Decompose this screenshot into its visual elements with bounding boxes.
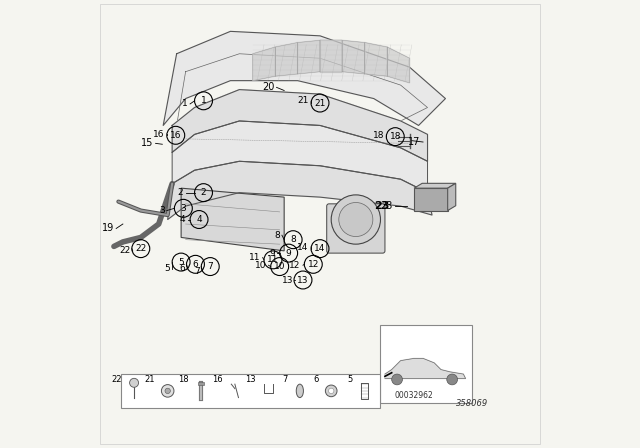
Text: 2: 2	[178, 188, 184, 197]
Polygon shape	[385, 358, 466, 379]
Polygon shape	[275, 43, 298, 76]
Text: 12: 12	[289, 261, 301, 270]
Text: 5: 5	[179, 258, 184, 267]
Polygon shape	[448, 183, 456, 211]
Circle shape	[447, 374, 458, 385]
Bar	[198, 383, 204, 385]
Polygon shape	[387, 47, 410, 83]
Ellipse shape	[296, 384, 303, 398]
Text: 13: 13	[245, 375, 256, 384]
Text: 12: 12	[308, 260, 319, 269]
Text: 17: 17	[408, 137, 421, 147]
Text: 23: 23	[380, 201, 392, 211]
Text: 3: 3	[159, 206, 164, 215]
Circle shape	[165, 388, 170, 394]
Circle shape	[328, 388, 334, 394]
Text: 10: 10	[255, 261, 266, 270]
Text: 14: 14	[314, 244, 326, 253]
Polygon shape	[365, 43, 387, 76]
Text: 5: 5	[164, 264, 170, 273]
Text: 10: 10	[274, 262, 285, 271]
Text: 13: 13	[282, 276, 293, 284]
Text: 9: 9	[269, 249, 275, 258]
Text: 6: 6	[314, 375, 319, 384]
Text: 358069: 358069	[456, 399, 488, 408]
Text: 15: 15	[141, 138, 154, 148]
Text: 8: 8	[291, 235, 296, 244]
Polygon shape	[168, 161, 432, 220]
Text: 22: 22	[111, 375, 122, 384]
Text: 22: 22	[119, 246, 131, 255]
Polygon shape	[320, 40, 342, 72]
Text: 16: 16	[153, 130, 164, 139]
Text: 5: 5	[347, 375, 352, 384]
Text: 1: 1	[201, 96, 206, 105]
Polygon shape	[414, 188, 448, 211]
Text: 19: 19	[102, 224, 114, 233]
Polygon shape	[172, 90, 428, 161]
Text: 7: 7	[207, 262, 213, 271]
Polygon shape	[298, 40, 320, 74]
Polygon shape	[414, 183, 456, 188]
Circle shape	[392, 374, 403, 385]
Text: 22: 22	[135, 244, 147, 253]
Text: 13: 13	[297, 276, 308, 284]
Bar	[380, 325, 472, 403]
Text: 21: 21	[314, 99, 326, 108]
Text: 18: 18	[178, 375, 189, 384]
Circle shape	[339, 202, 373, 237]
Polygon shape	[253, 47, 275, 81]
Text: 8: 8	[274, 231, 280, 240]
Text: 16: 16	[212, 375, 222, 384]
Text: 7: 7	[195, 267, 200, 276]
Text: 2: 2	[201, 188, 206, 197]
Circle shape	[161, 384, 174, 397]
Polygon shape	[342, 40, 365, 74]
Text: 7: 7	[282, 375, 287, 384]
Circle shape	[325, 385, 337, 397]
Polygon shape	[181, 188, 284, 251]
Text: 16: 16	[170, 131, 182, 140]
Circle shape	[332, 195, 380, 244]
Text: 4: 4	[196, 215, 202, 224]
Text: 6: 6	[180, 264, 186, 273]
Circle shape	[130, 378, 139, 387]
Polygon shape	[172, 121, 428, 193]
Text: 1: 1	[182, 99, 188, 108]
Text: 23: 23	[374, 201, 389, 211]
Polygon shape	[163, 31, 445, 125]
Text: 18: 18	[372, 131, 384, 140]
Text: 18: 18	[390, 132, 401, 141]
Text: 11: 11	[268, 255, 278, 264]
Text: 11: 11	[249, 253, 260, 262]
Text: 9: 9	[286, 249, 291, 258]
Text: 20: 20	[262, 82, 275, 92]
Text: 21: 21	[145, 375, 155, 384]
Text: 3: 3	[180, 204, 186, 213]
Text: 4: 4	[180, 215, 186, 224]
Text: 21: 21	[298, 96, 309, 105]
Text: 6: 6	[193, 260, 198, 269]
FancyBboxPatch shape	[327, 204, 385, 253]
Bar	[121, 374, 380, 408]
Text: 14: 14	[298, 243, 309, 252]
Text: 00032962: 00032962	[395, 391, 433, 400]
